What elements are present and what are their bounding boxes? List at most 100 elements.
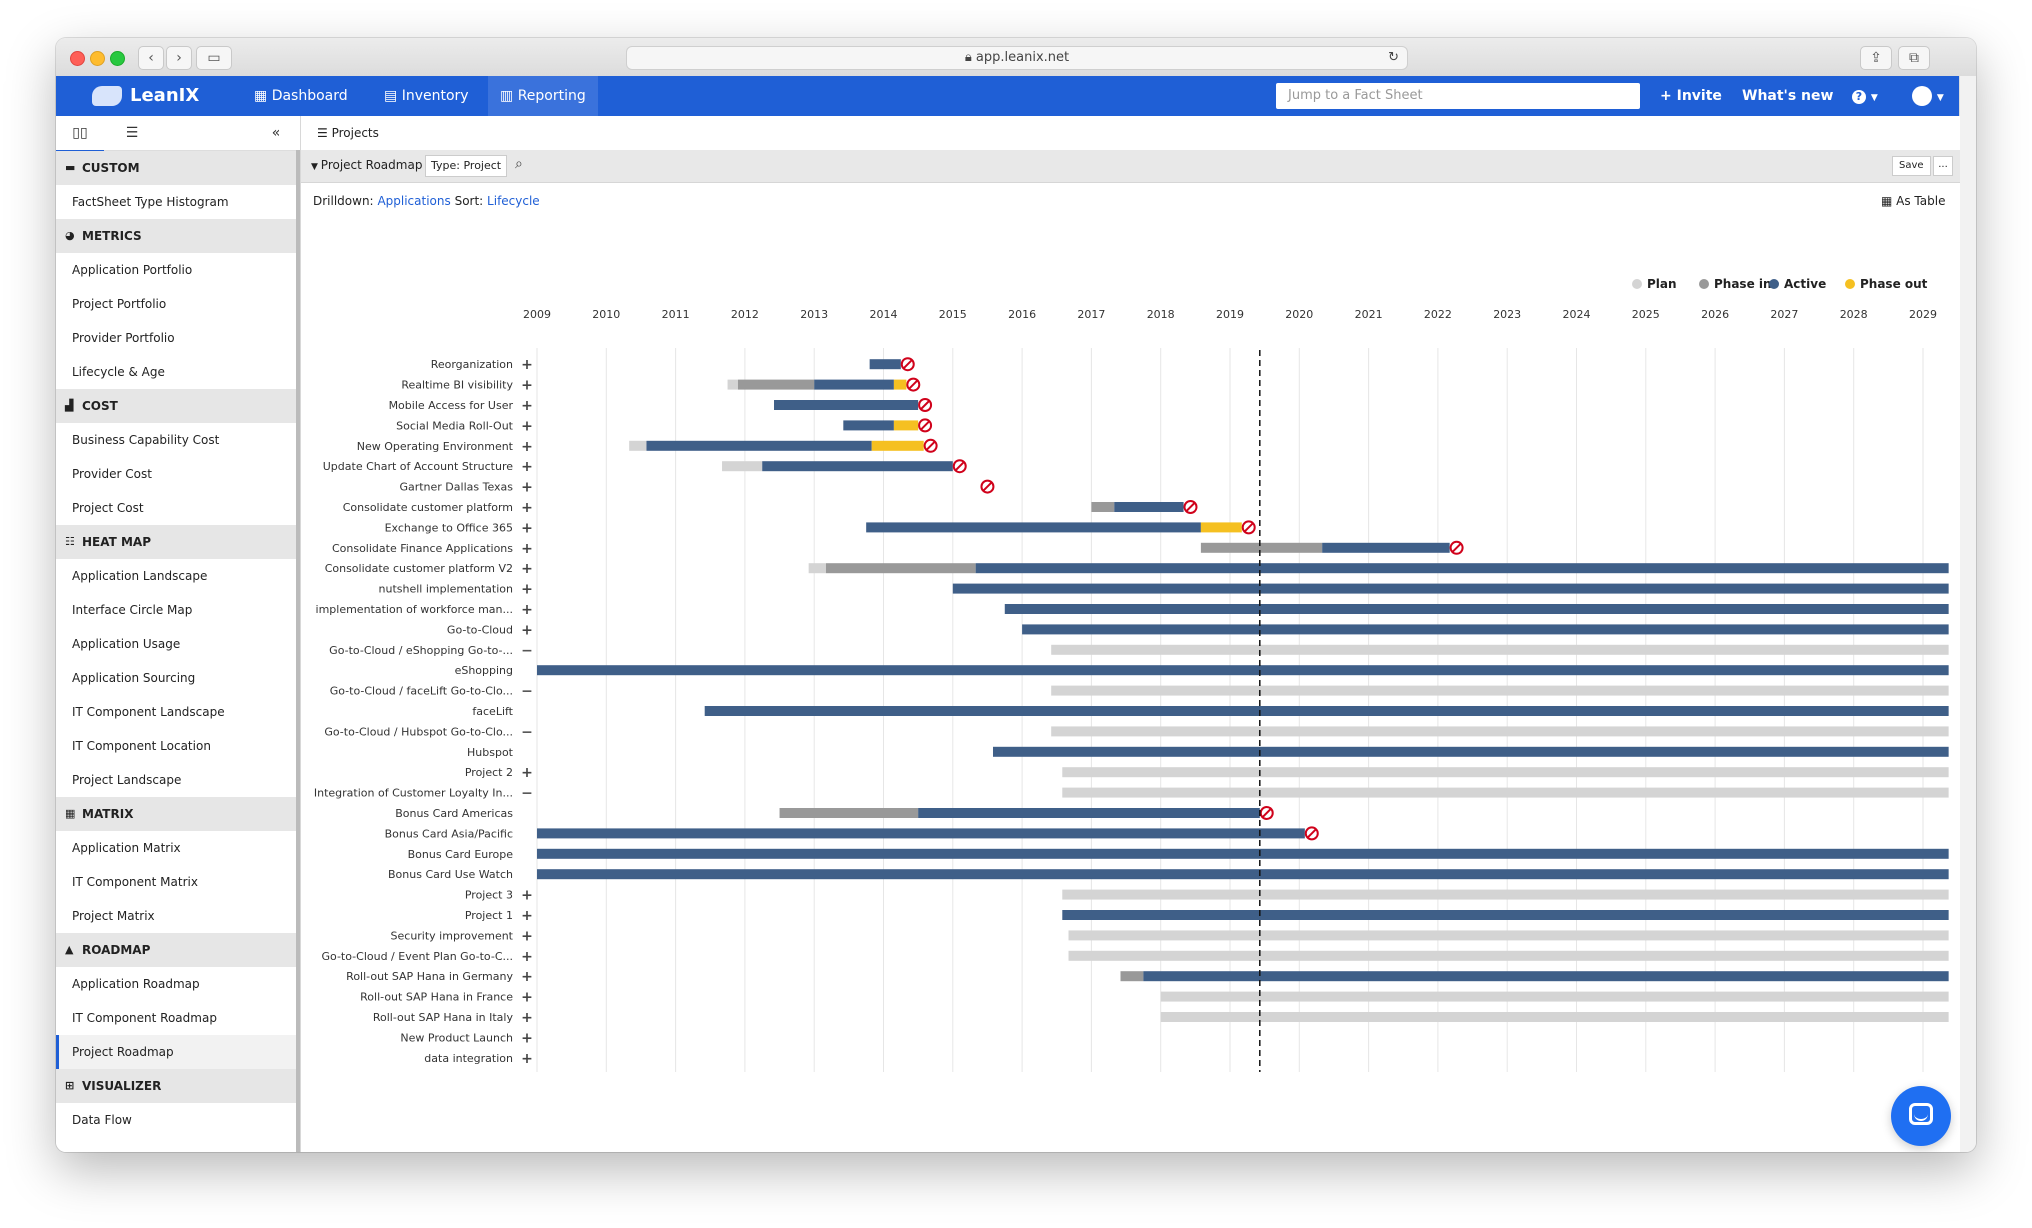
- sidebar-item-it-component-location[interactable]: IT Component Location: [72, 739, 211, 753]
- address-bar[interactable]: 🔒︎ app.leanix.net ↻: [626, 46, 1408, 70]
- expand-row-icon[interactable]: +: [521, 500, 533, 516]
- sidebar-item-provider-portfolio[interactable]: Provider Portfolio: [72, 331, 175, 345]
- sidebar-item-business-capability-cost[interactable]: Business Capability Cost: [72, 433, 220, 447]
- lifecycle-bar-phasein: [737, 379, 815, 390]
- nav-reporting[interactable]: ▥ Reporting: [488, 76, 598, 116]
- sidebar-toggle-icon[interactable]: ▭: [196, 46, 232, 70]
- sidebar-report-list: ▬ CUSTOM FactSheet Type Histogram ◕ METRICS A…: [56, 151, 300, 1137]
- year-tick-label: 2017: [1077, 308, 1105, 321]
- page-scrollbar[interactable]: [1959, 76, 1976, 1152]
- expand-row-icon[interactable]: +: [521, 1051, 533, 1067]
- filter-tab-icon[interactable]: ☰: [125, 125, 139, 141]
- sidebar-item-application-portfolio[interactable]: Application Portfolio: [72, 263, 193, 277]
- back-icon[interactable]: ‹: [138, 46, 164, 70]
- expand-row-icon[interactable]: +: [521, 1010, 533, 1026]
- more-options-button[interactable]: ...: [1933, 156, 1953, 176]
- sidebar-item-interface-circle-map[interactable]: Interface Circle Map: [72, 603, 193, 617]
- legend-label: Active: [1784, 277, 1826, 291]
- sidebar-item-data-flow[interactable]: Data Flow: [72, 1113, 132, 1127]
- sidebar-item-application-sourcing[interactable]: Application Sourcing: [72, 671, 196, 685]
- expand-row-icon[interactable]: +: [521, 541, 533, 557]
- type-filter-button[interactable]: Type: Project: [425, 155, 508, 177]
- expand-row-icon[interactable]: +: [521, 622, 533, 638]
- user-menu[interactable]: ▼: [1912, 76, 1944, 116]
- drilldown-link[interactable]: Applications: [377, 194, 451, 208]
- expand-row-icon[interactable]: +: [521, 357, 533, 373]
- expand-row-icon[interactable]: +: [521, 520, 533, 536]
- sidebar-item-project-portfolio[interactable]: Project Portfolio: [72, 297, 167, 311]
- collapse-row-icon[interactable]: −: [521, 724, 533, 740]
- nav-inventory[interactable]: ▤ Inventory: [372, 76, 481, 116]
- invite-button[interactable]: + Invite: [1660, 88, 1722, 104]
- tab-projects[interactable]: ☰ Projects: [301, 116, 395, 152]
- save-button[interactable]: Save: [1892, 156, 1931, 176]
- year-tick-label: 2021: [1355, 308, 1383, 321]
- collapse-row-icon[interactable]: −: [521, 786, 533, 802]
- sidebar-item-factsheet-type-histogram[interactable]: FactSheet Type Histogram: [72, 195, 229, 209]
- sidebar-item-it-component-roadmap[interactable]: IT Component Roadmap: [72, 1011, 217, 1025]
- sidebar-item-project-cost[interactable]: Project Cost: [72, 501, 144, 515]
- sort-link[interactable]: Lifecycle: [487, 194, 540, 208]
- expand-row-icon[interactable]: +: [521, 459, 533, 475]
- chat-launcher-button[interactable]: [1891, 1086, 1951, 1146]
- expand-row-icon[interactable]: +: [521, 418, 533, 434]
- sidebar-section-title: METRICS: [82, 229, 142, 243]
- sidebar-item-application-roadmap[interactable]: Application Roadmap: [72, 977, 200, 991]
- lifecycle-bar-active: [537, 828, 1305, 839]
- app-header: LeanIX ▦ Dashboard ▤ Inventory ▥ Reporti…: [56, 76, 1960, 116]
- nav-dashboard[interactable]: ▦ Dashboard: [242, 76, 360, 116]
- sidebar-item-application-landscape[interactable]: Application Landscape: [72, 569, 208, 583]
- sidebar-item-it-component-landscape[interactable]: IT Component Landscape: [72, 705, 225, 719]
- browser-window: ‹ › ▭ 🔒︎ app.leanix.net ↻ ⇪ ⧉ LeanIX ▦ Da…: [56, 38, 1976, 1152]
- expand-row-icon[interactable]: +: [521, 928, 533, 944]
- expand-row-icon[interactable]: +: [521, 1030, 533, 1046]
- whats-new-button[interactable]: What's new: [1742, 88, 1834, 104]
- expand-row-icon[interactable]: +: [521, 398, 533, 414]
- sidebar-tabs: ▯▯ ☰ «: [56, 116, 300, 152]
- expand-row-icon[interactable]: +: [521, 908, 533, 924]
- help-menu[interactable]: ? ▼: [1852, 76, 1878, 116]
- expand-row-icon[interactable]: +: [521, 439, 533, 455]
- share-icon[interactable]: ⇪: [1860, 46, 1892, 70]
- as-table-button[interactable]: ▦ As Table: [1881, 194, 1945, 208]
- sidebar-item-application-usage[interactable]: Application Usage: [72, 637, 181, 651]
- zoom-window-button[interactable]: [110, 51, 125, 66]
- collapse-row-icon[interactable]: −: [521, 643, 533, 659]
- tabs-overview-icon[interactable]: ⧉: [1898, 46, 1930, 70]
- expand-row-icon[interactable]: +: [521, 602, 533, 618]
- lifecycle-bar-active: [992, 746, 1949, 757]
- row-label: Consolidate Finance Applications: [332, 542, 513, 555]
- close-window-button[interactable]: [70, 51, 85, 66]
- lifecycle-bar-active: [869, 359, 901, 370]
- sidebar-item-project-roadmap[interactable]: Project Roadmap: [56, 1035, 300, 1069]
- reports-tab-icon[interactable]: ▯▯: [56, 116, 104, 152]
- expand-row-icon[interactable]: +: [521, 561, 533, 577]
- sidebar-item-project-landscape[interactable]: Project Landscape: [72, 773, 182, 787]
- expand-row-icon[interactable]: +: [521, 765, 533, 781]
- jump-to-factsheet-input[interactable]: Jump to a Fact Sheet: [1276, 83, 1640, 109]
- expand-row-icon[interactable]: +: [521, 378, 533, 394]
- expand-row-icon[interactable]: +: [521, 888, 533, 904]
- lifecycle-bar-phaseout: [1200, 522, 1242, 533]
- sidebar-item-application-matrix[interactable]: Application Matrix: [72, 841, 181, 855]
- sidebar-item-lifecycle-age[interactable]: Lifecycle & Age: [72, 365, 165, 379]
- collapse-row-icon[interactable]: −: [521, 684, 533, 700]
- expand-row-icon[interactable]: +: [521, 969, 533, 985]
- collapse-sidebar-icon[interactable]: «: [271, 125, 281, 141]
- minimize-window-button[interactable]: [90, 51, 105, 66]
- reload-icon[interactable]: ↻: [1388, 50, 1399, 65]
- expand-row-icon[interactable]: +: [521, 990, 533, 1006]
- expand-row-icon[interactable]: +: [521, 949, 533, 965]
- sidebar-item-it-component-matrix[interactable]: IT Component Matrix: [72, 875, 198, 889]
- sidebar-item-provider-cost[interactable]: Provider Cost: [72, 467, 152, 481]
- leanix-logo[interactable]: LeanIX: [92, 85, 199, 106]
- forward-icon[interactable]: ›: [166, 46, 192, 70]
- row-label: faceLift: [472, 705, 513, 718]
- expand-row-icon[interactable]: +: [521, 480, 533, 496]
- sidebar-item-project-matrix[interactable]: Project Matrix: [72, 909, 155, 923]
- year-tick-label: 2026: [1701, 308, 1729, 321]
- report-title-dropdown[interactable]: ▼ Project Roadmap: [311, 158, 422, 172]
- sidebar-scrollbar[interactable]: [296, 150, 300, 1152]
- search-icon[interactable]: ⌕: [515, 156, 523, 172]
- expand-row-icon[interactable]: +: [521, 582, 533, 598]
